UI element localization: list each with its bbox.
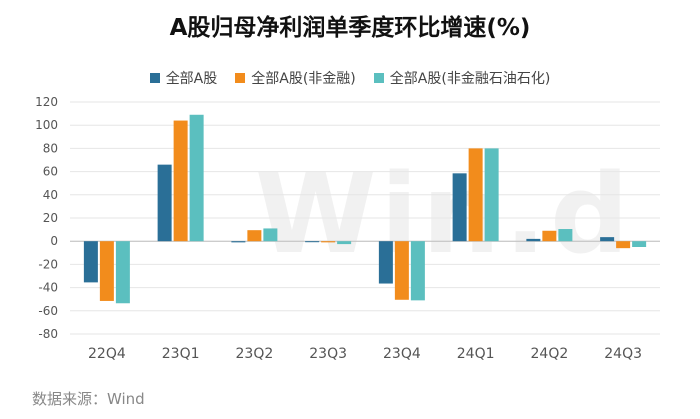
bar-3-24Q3: [632, 241, 647, 247]
x-tick-label: 23Q4: [383, 346, 421, 362]
y-tick-label: 80: [43, 141, 58, 155]
bar-3-23Q2: [263, 228, 278, 242]
bar-2-24Q1: [468, 148, 483, 242]
legend-item-s3: 全部A股(非金融石油石化): [373, 68, 551, 88]
legend-swatch-s1: [149, 73, 160, 83]
bar-3-23Q4: [410, 241, 425, 301]
bar-3-23Q1: [189, 114, 204, 242]
legend-label-s1: 全部A股: [165, 71, 218, 87]
x-tick-label: 23Q3: [309, 346, 347, 362]
x-tick-label: 22Q4: [88, 346, 126, 362]
bar-2-24Q3: [616, 241, 631, 249]
bar-2-24Q2: [542, 230, 557, 242]
source-note: 数据来源：Wind: [32, 390, 145, 408]
x-tick-label: 24Q1: [457, 346, 495, 362]
legend-swatch-s3: [373, 73, 384, 83]
y-tick-label: 40: [43, 188, 58, 202]
y-tick-label: 20: [43, 211, 58, 225]
y-tick-label: 0: [50, 234, 58, 248]
bar-1-23Q1: [157, 164, 172, 242]
x-tick-label: 23Q1: [162, 346, 200, 362]
bar-1-24Q1: [452, 173, 467, 242]
bar-3-22Q4: [115, 241, 130, 304]
bar-2-23Q2: [247, 230, 262, 242]
bar-1-24Q2: [526, 238, 541, 242]
bar-2-23Q3: [321, 241, 336, 243]
bar-1-23Q2: [231, 241, 246, 243]
y-tick-label: -60: [38, 304, 58, 318]
y-tick-label: 100: [35, 118, 58, 132]
bar-2-23Q4: [394, 241, 409, 300]
legend-item-s2: 全部A股(非金融): [235, 68, 356, 88]
legend: 全部A股 全部A股(非金融) 全部A股(非金融石油石化): [0, 68, 700, 88]
legend-item-s1: 全部A股: [149, 68, 218, 88]
bar-1-23Q4: [378, 241, 393, 284]
bar-1-22Q4: [83, 241, 98, 283]
y-tick-label: 60: [43, 165, 58, 179]
legend-swatch-s2: [235, 73, 246, 83]
y-tick-label: -20: [38, 257, 58, 271]
y-tick-label: -80: [38, 327, 58, 341]
legend-label-s3: 全部A股(非金融石油石化): [389, 71, 551, 87]
bar-1-23Q3: [305, 241, 320, 243]
y-tick-label: 120: [35, 95, 58, 109]
x-tick-label: 24Q3: [604, 346, 642, 362]
y-tick-label: -40: [38, 281, 58, 295]
x-tick-label: 24Q2: [531, 346, 569, 362]
x-tick-label: 23Q2: [236, 346, 274, 362]
bar-2-23Q1: [173, 120, 188, 242]
chart-title: A股归母净利润单季度环比增速(%): [169, 15, 531, 41]
bar-2-22Q4: [99, 241, 114, 301]
bar-3-24Q2: [558, 229, 573, 242]
bar-3-23Q3: [337, 241, 352, 245]
legend-label-s2: 全部A股(非金融): [251, 71, 356, 87]
bar-1-24Q3: [600, 237, 615, 242]
bar-3-24Q1: [484, 148, 499, 242]
